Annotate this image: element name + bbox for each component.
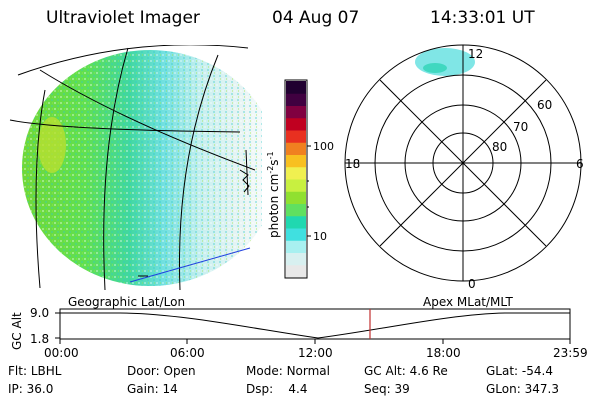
status-mode: Mode: Normal <box>246 364 330 378</box>
colorbar-tick-100: 100 <box>313 140 334 153</box>
orbit-altitude-plot <box>55 308 571 344</box>
mlat-label-70: 70 <box>513 120 529 134</box>
mlt-label-18: 18 <box>345 157 361 171</box>
colorbar-cell <box>286 252 306 266</box>
colorbar-cell <box>286 179 306 192</box>
colorbar-tick-10: 10 <box>313 230 327 243</box>
status-glat: GLat: -54.4 <box>486 364 553 378</box>
status-filter: Flt: LBHL <box>8 364 62 378</box>
status-gain: Gain: 14 <box>127 382 178 396</box>
colorbar-cell <box>286 166 306 180</box>
status-seq: Seq: 39 <box>364 382 410 396</box>
mlt-label-12: 12 <box>468 47 484 61</box>
status-dsp: Dsp: 4.4 <box>246 382 308 396</box>
colorbar-cell <box>286 93 306 106</box>
status-gc-alt: GC Alt: 4.6 Re <box>364 364 448 378</box>
mlat-label-80: 80 <box>492 140 508 154</box>
colorbar-unit-label: photon cm-2s-1 <box>266 151 281 238</box>
colorbar-cell <box>286 228 306 241</box>
colorbar-cell <box>286 240 306 253</box>
orbit-x-tick-2: 12:00 <box>298 346 333 360</box>
imager-title: Ultraviolet Imager <box>46 8 200 28</box>
orbit-ylabel: GC Alt <box>10 312 24 350</box>
colorbar-cell <box>286 117 306 131</box>
colorbar-cell <box>286 215 306 229</box>
colorbar-cell <box>286 81 306 94</box>
mlat-label-60: 60 <box>537 98 553 112</box>
status-ip: IP: 36.0 <box>8 382 54 396</box>
colorbar-cell <box>286 130 306 143</box>
geographic-map-image <box>9 45 262 290</box>
orbit-x-tick-0: 00:00 <box>44 346 79 360</box>
mlt-label-6: 6 <box>576 157 584 171</box>
orbit-y-bottom: 1.8 <box>30 332 50 346</box>
orbit-y-top: 9.0 <box>30 306 50 320</box>
colorbar-cell <box>286 154 306 168</box>
colorbar-cell <box>286 264 306 278</box>
status-door: Door: Open <box>127 364 196 378</box>
status-glon: GLon: 347.3 <box>486 382 559 396</box>
colorbar-cell <box>286 142 306 155</box>
projection-right-label: Apex MLat/MLT <box>423 295 513 309</box>
orbit-x-tick-4: 23:59 <box>553 346 588 360</box>
colorbar-cell <box>286 191 306 204</box>
projection-left-label: Geographic Lat/Lon <box>68 295 186 309</box>
image-date: 04 Aug 07 <box>272 8 360 28</box>
colorbar-cell <box>286 203 306 217</box>
image-time: 14:33:01 UT <box>430 8 535 28</box>
colorbar-cell <box>286 105 306 119</box>
mlt-label-0: 0 <box>468 277 476 291</box>
photon-flux-colorbar <box>284 79 311 279</box>
polar-mlt-plot <box>344 44 582 282</box>
orbit-x-tick-1: 06:00 <box>170 346 205 360</box>
orbit-x-tick-3: 18:00 <box>426 346 461 360</box>
